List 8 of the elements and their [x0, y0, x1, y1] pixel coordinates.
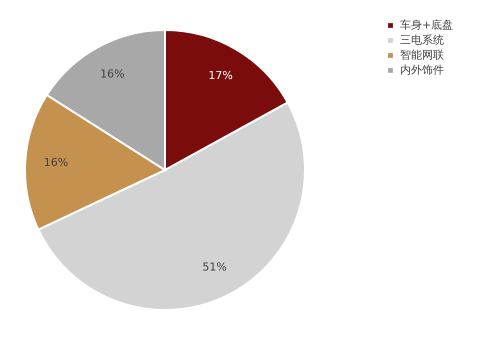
data-label: 16%	[100, 67, 125, 80]
legend-label: 三电系统	[400, 34, 444, 46]
legend-label: 车身+底盘	[400, 18, 454, 32]
data-label: 16%	[44, 156, 68, 170]
legend-label: 内外饰件	[400, 64, 444, 76]
data-label: 17%	[208, 69, 233, 82]
data-label: 51%	[202, 260, 227, 274]
legend-label: 智能网联	[400, 48, 444, 62]
